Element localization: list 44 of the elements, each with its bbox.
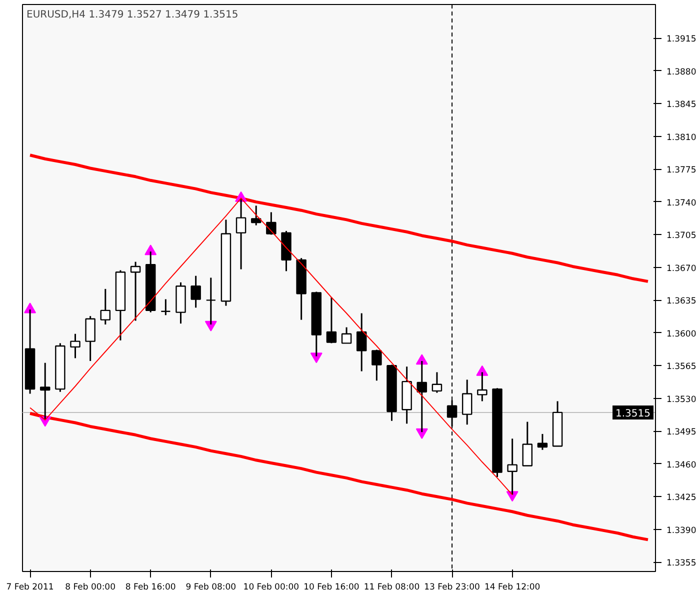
x-tick-label: 13 Feb 23:00 xyxy=(424,582,480,592)
candlestick xyxy=(341,326,352,344)
line-series xyxy=(28,154,650,283)
y-tick-label: 1.3635 xyxy=(666,296,696,307)
y-tick-label: 1.3425 xyxy=(666,493,696,504)
x-tick-label: 14 Feb 12:00 xyxy=(484,582,540,592)
y-tick-label: 1.3495 xyxy=(666,428,696,438)
candlestick xyxy=(70,333,80,359)
y-tick-label: 1.3355 xyxy=(666,558,696,569)
x-tick-label: 8 Feb 00:00 xyxy=(65,582,116,592)
y-tick-label: 1.3740 xyxy=(666,198,696,208)
y-tick-label: 1.3390 xyxy=(666,526,696,536)
y-tick-label: 1.3845 xyxy=(666,100,696,110)
y-tick-label: 1.3705 xyxy=(666,231,696,242)
y-tick-label: 1.3810 xyxy=(666,132,696,143)
x-tick-label: 9 Feb 08:00 xyxy=(186,582,236,592)
y-tick-label: 1.3530 xyxy=(666,394,696,405)
x-tick-label: 10 Feb 00:00 xyxy=(243,582,300,592)
candlestick xyxy=(326,296,337,344)
x-tick-label: 11 Feb 08:00 xyxy=(364,582,420,592)
candlestick xyxy=(130,261,141,322)
y-tick-label: 1.3460 xyxy=(666,460,696,470)
y-tick-label: 1.3600 xyxy=(666,329,696,340)
y-tick-label: 1.3565 xyxy=(666,362,696,372)
candlestick xyxy=(100,288,111,326)
candlestick xyxy=(432,371,442,394)
y-tick-label: 1.3775 xyxy=(666,166,696,176)
y-tick-label: 1.3880 xyxy=(666,67,696,78)
candlestick xyxy=(356,312,367,372)
y-tick-label: 1.3915 xyxy=(666,34,696,45)
candlestick xyxy=(250,204,262,226)
candlestick xyxy=(462,378,472,426)
candlestick xyxy=(190,275,201,308)
candlestick xyxy=(85,315,96,362)
x-tick-label: 8 Feb 16:00 xyxy=(125,582,176,592)
y-tick-label: 1.3670 xyxy=(666,264,696,274)
x-tick-label: 7 Feb 2011 xyxy=(6,582,54,592)
text: EURUSD,H4 1.3479 1.3527 1.3479 1.3515 xyxy=(26,10,238,20)
ref-line-label: 1.3515 xyxy=(616,408,651,420)
candlestick xyxy=(522,421,533,467)
candlestick xyxy=(372,349,382,382)
candlestick xyxy=(160,298,171,316)
x-tick-label: 10 Feb 16:00 xyxy=(304,582,360,592)
candlestick xyxy=(537,433,548,451)
